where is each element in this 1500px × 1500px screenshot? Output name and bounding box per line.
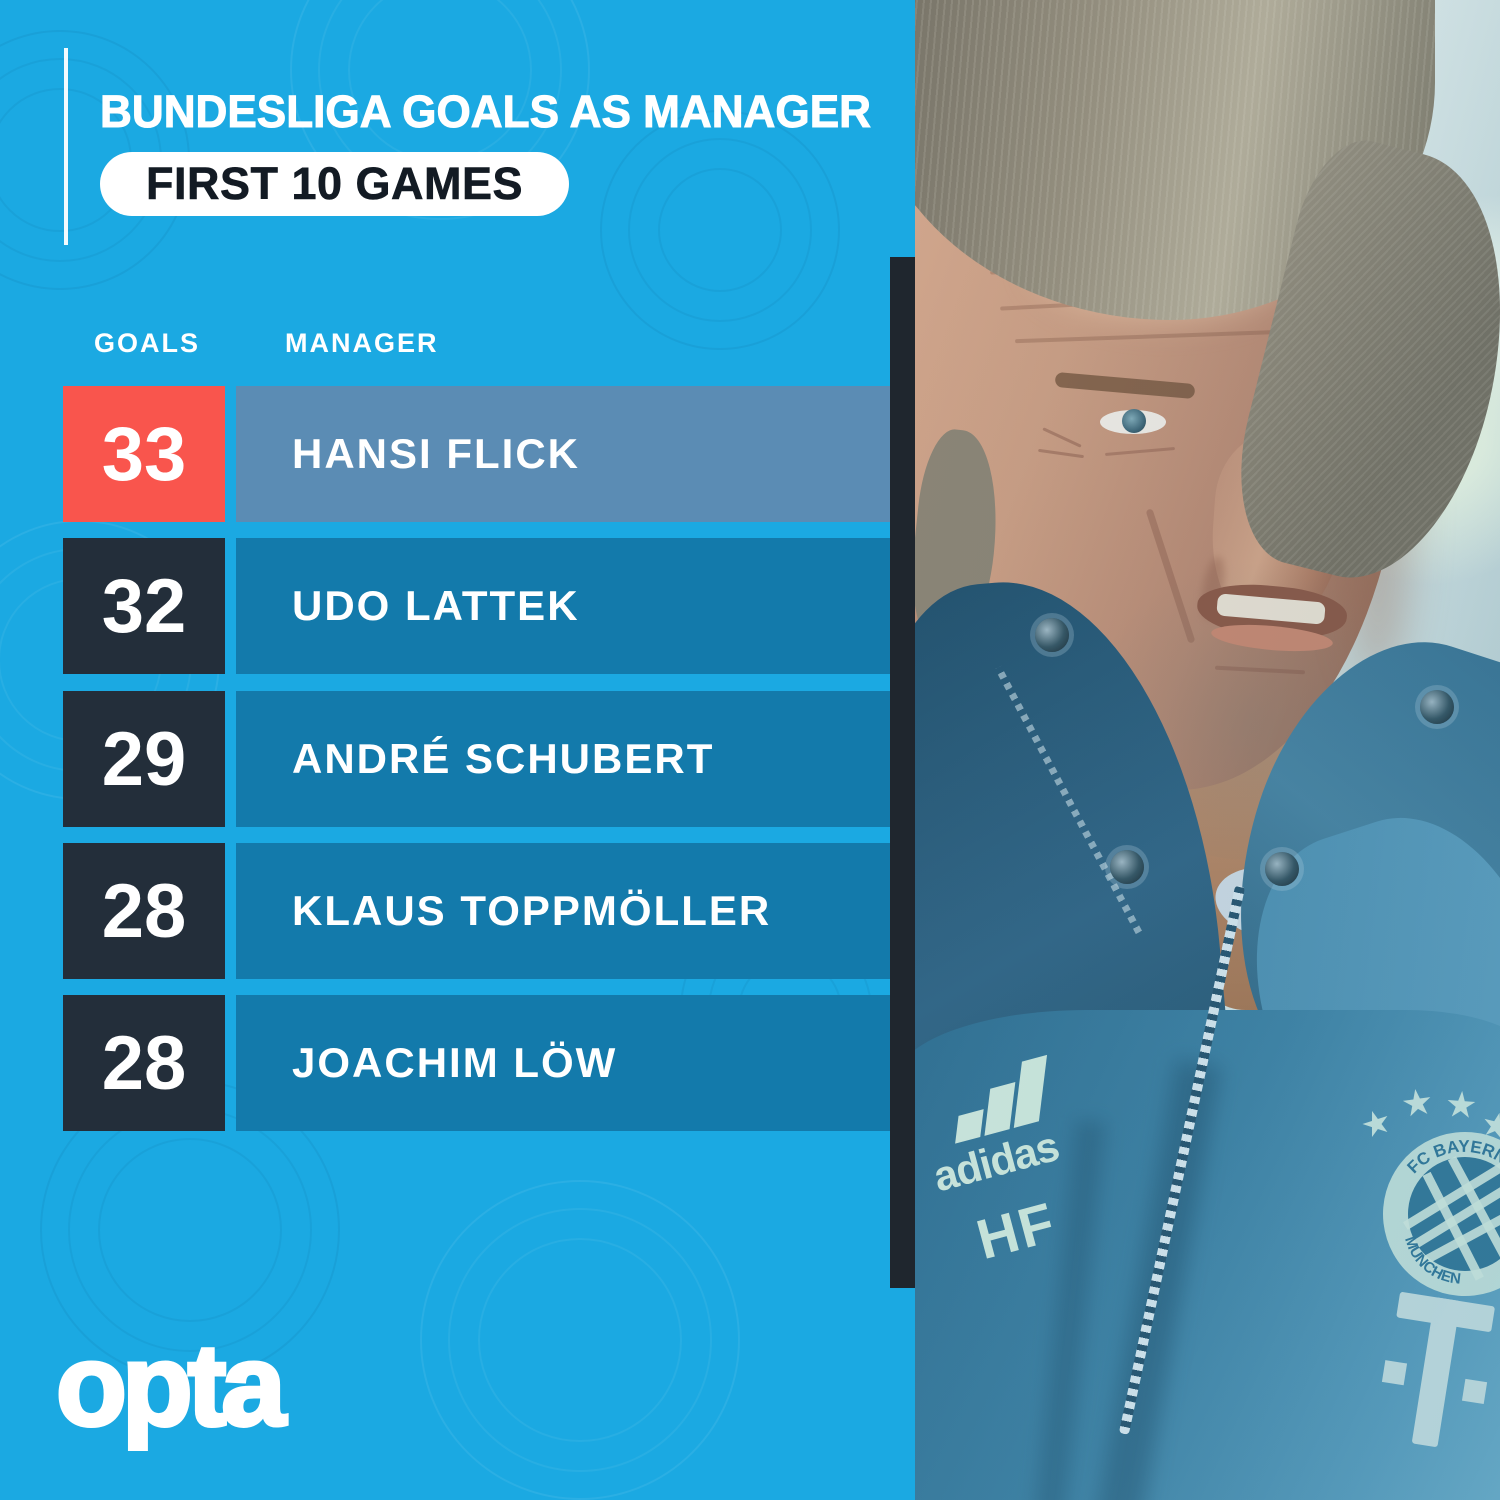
- manager-name: KLAUS TOPPMÖLLER: [236, 843, 890, 979]
- table-row: 33 HANSI FLICK: [0, 386, 915, 522]
- column-header-manager: MANAGER: [285, 328, 439, 358]
- snap-button: [1110, 850, 1144, 884]
- manager-name: ANDRÉ SCHUBERT: [236, 691, 890, 827]
- background-ripple: [600, 110, 840, 350]
- column-header-goals: GOALS: [94, 328, 201, 358]
- manager-name: JOACHIM LÖW: [236, 995, 890, 1131]
- page-title: BUNDESLIGA GOALS AS MANAGER: [100, 86, 872, 138]
- table-row: 29 ANDRÉ SCHUBERT: [0, 691, 915, 827]
- goals-value: 29: [63, 691, 225, 827]
- table-row: 28 JOACHIM LÖW: [0, 995, 915, 1131]
- photo-color-tint: [915, 0, 1500, 1500]
- background-ripple: [420, 1180, 740, 1500]
- goals-value: 28: [63, 843, 225, 979]
- snap-button: [1265, 852, 1299, 886]
- snap-button: [1420, 690, 1454, 724]
- snap-button: [1035, 618, 1069, 652]
- goals-value: 28: [63, 995, 225, 1131]
- bayern-crest: FC BAYERN MÜNCHEN: [1356, 1105, 1500, 1323]
- title-accent-line: [64, 48, 68, 245]
- left-iris: [1122, 409, 1146, 433]
- bayern-crest-graphic: FC BAYERN MÜNCHEN: [1383, 1120, 1500, 1296]
- opta-logo: opta: [54, 1318, 288, 1452]
- goals-value: 32: [63, 538, 225, 674]
- manager-name: UDO LATTEK: [236, 538, 890, 674]
- vertical-divider-bar: [890, 257, 915, 1288]
- goals-value: 33: [63, 386, 225, 522]
- manager-name: HANSI FLICK: [236, 386, 890, 522]
- subtitle-badge-label: FIRST 10 GAMES: [146, 158, 524, 210]
- table-row: 32 UDO LATTEK: [0, 538, 915, 674]
- table-row: 28 KLAUS TOPPMÖLLER: [0, 843, 915, 979]
- subtitle-badge: FIRST 10 GAMES: [100, 152, 570, 216]
- photo-hansi-flick: adidas HF: [915, 0, 1500, 1500]
